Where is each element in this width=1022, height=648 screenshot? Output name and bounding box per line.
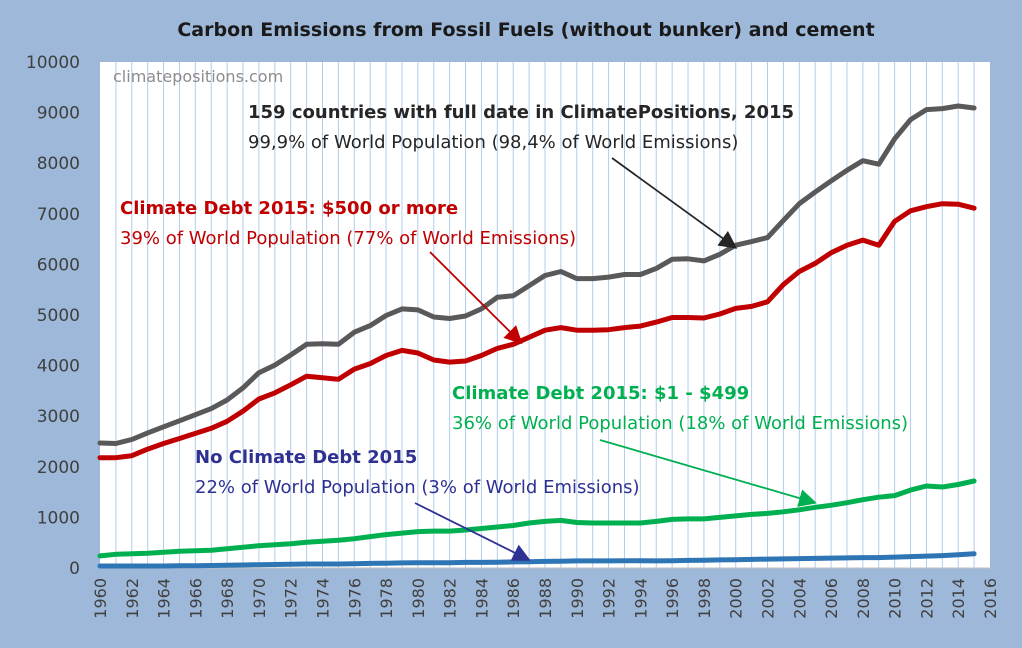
- series-line-2: [97, 478, 977, 559]
- x-tick-label: 1966: [186, 578, 205, 619]
- annotation-no-debt-text: 22% of World Population (3% of World Emi…: [195, 477, 640, 498]
- annotation-arrows: [414, 157, 817, 561]
- x-axis: 1960 1962 1964 1966 1968 1970 1972 1974 1976 1978…: [91, 578, 1000, 619]
- y-tick-label: 3000: [37, 407, 80, 427]
- x-tick-label: 1990: [568, 578, 587, 619]
- x-tick-label: 2004: [790, 578, 809, 619]
- annotation-all-text: 99,9% of World Population (98,4% of Worl…: [248, 132, 738, 153]
- series-line-3: [97, 551, 977, 569]
- y-tick-label: 2000: [37, 458, 80, 478]
- x-tick-label: 1984: [472, 578, 491, 619]
- series-line-0: [97, 103, 977, 446]
- x-tick-label: 1970: [250, 578, 269, 619]
- x-tick-label: 1964: [155, 578, 174, 619]
- annotation-high-debt-text: 39% of World Population (77% of World Em…: [120, 228, 576, 249]
- x-tick-label: 1982: [441, 578, 460, 619]
- x-tick-label: 2010: [886, 578, 905, 619]
- x-tick-label: 1998: [695, 578, 714, 619]
- x-tick-label: 2006: [822, 578, 841, 619]
- annotation-arrow-3: [414, 502, 531, 561]
- x-tick-label: 1960: [91, 578, 110, 619]
- y-tick-label: 5000: [37, 306, 80, 326]
- annotation-high-debt-title: Climate Debt 2015: $500 or more: [120, 198, 458, 219]
- y-tick-label: 9000: [37, 104, 80, 124]
- x-tick-label: 1976: [345, 578, 364, 619]
- x-tick-label: 2014: [949, 578, 968, 619]
- x-tick-label: 1962: [123, 578, 142, 619]
- watermark: climatepositions.com: [113, 67, 283, 86]
- x-tick-label: 1986: [504, 578, 523, 619]
- chart-title: Carbon Emissions from Fossil Fuels (with…: [177, 19, 874, 41]
- y-tick-label: 1000: [37, 508, 80, 528]
- annotation-arrow-0: [611, 157, 738, 249]
- annotation-arrow-2: [599, 439, 817, 507]
- y-tick-label: 8000: [37, 154, 80, 174]
- y-tick-label: 0: [69, 559, 80, 579]
- y-tick-label: 4000: [37, 357, 80, 377]
- annotation-arrow-1: [429, 251, 523, 345]
- grid-lines: [100, 62, 990, 569]
- x-tick-label: 1992: [600, 578, 619, 619]
- y-axis: 0 1000 2000 3000 4000 5000 6000 7000 8000 9000 100…: [26, 53, 80, 579]
- annotation-low-debt-title: Climate Debt 2015: $1 - $499: [452, 383, 749, 404]
- x-tick-label: 2012: [917, 578, 936, 619]
- x-tick-label: 2016: [981, 578, 1000, 619]
- annotation-all-title: 159 countries with full date in ClimateP…: [248, 102, 794, 123]
- x-tick-label: 1978: [377, 578, 396, 619]
- x-tick-label: 2008: [854, 578, 873, 619]
- series-lines: [97, 103, 977, 569]
- x-tick-label: 1988: [536, 578, 555, 619]
- y-tick-label: 6000: [37, 255, 80, 275]
- x-tick-label: 1972: [282, 578, 301, 619]
- y-tick-label: 7000: [37, 205, 80, 225]
- annotation-no-debt-title: No Climate Debt 2015: [195, 447, 417, 468]
- x-tick-label: 2000: [727, 578, 746, 619]
- x-tick-label: 1968: [218, 578, 237, 619]
- annotation-low-debt-text: 36% of World Population (18% of World Em…: [452, 413, 908, 434]
- series-line-1: [97, 201, 977, 461]
- x-tick-label: 1996: [663, 578, 682, 619]
- x-tick-label: 1980: [409, 578, 428, 619]
- x-tick-label: 2002: [759, 578, 778, 619]
- x-tick-label: 1974: [314, 578, 333, 619]
- y-tick-label: 10000: [26, 53, 80, 73]
- x-tick-label: 1994: [631, 578, 650, 619]
